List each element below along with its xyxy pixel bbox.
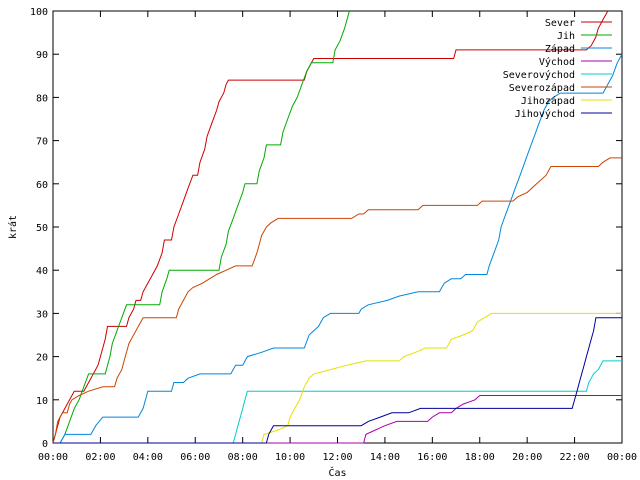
y-tick-label: 90: [36, 50, 48, 61]
series-line: [53, 312, 622, 444]
x-tick-label: 22:00: [560, 452, 590, 463]
series-line: [53, 395, 622, 444]
x-tick-label: 16:00: [417, 452, 447, 463]
series-line: [53, 360, 622, 444]
x-tick-label: 20:00: [512, 452, 542, 463]
series-line: [53, 53, 623, 444]
y-tick-label: 30: [36, 309, 48, 320]
x-tick-label: 00:00: [38, 452, 68, 463]
legend-label: Sever: [545, 18, 575, 29]
series-line: [52, 10, 609, 444]
y-tick-label: 0: [42, 439, 48, 450]
series-line: [53, 317, 622, 444]
y-axis-label: krát: [7, 215, 19, 239]
legend-label: Jihovýchod: [515, 108, 575, 120]
y-tick-label: 10: [36, 396, 48, 407]
x-tick-label: 08:00: [228, 452, 258, 463]
y-tick-label: 100: [30, 7, 48, 18]
x-tick-label: 02:00: [85, 452, 115, 463]
series-layer: [52, 10, 623, 444]
legend-label: Západ: [545, 43, 575, 55]
x-tick-label: 14:00: [370, 452, 400, 463]
y-tick-label: 40: [36, 266, 48, 277]
x-tick-label: 12:00: [322, 452, 352, 463]
x-tick-label: 18:00: [465, 452, 495, 463]
y-tick-label: 20: [36, 353, 48, 364]
series-line: [53, 10, 350, 444]
legend: Sever JihZápadVýchodSeverovýchodSeverozáp…: [503, 18, 612, 120]
y-tick-label: 70: [36, 137, 48, 148]
series-line: [52, 157, 622, 444]
legend-label: Jih: [557, 31, 575, 42]
legend-label: Jihozápad: [521, 95, 575, 107]
x-tick-label: 00:00: [607, 452, 637, 463]
x-tick-label: 04:00: [133, 452, 163, 463]
x-axis: 00:00 02:00 04:00 06:00 08:00 10:00 12:00 14:00…: [38, 11, 637, 463]
legend-label: Východ: [539, 56, 575, 68]
legend-label: Severovýchod: [503, 69, 575, 81]
y-axis: 0 10 20 30 40 50 60 70 80 90 100: [30, 7, 622, 450]
y-tick-label: 50: [36, 223, 48, 234]
x-tick-label: 10:00: [275, 452, 305, 463]
x-axis-label: Čas: [328, 466, 346, 479]
x-tick-label: 06:00: [180, 452, 210, 463]
legend-label: Severozápad: [509, 82, 575, 94]
y-tick-label: 60: [36, 180, 48, 191]
y-tick-label: 80: [36, 93, 48, 104]
